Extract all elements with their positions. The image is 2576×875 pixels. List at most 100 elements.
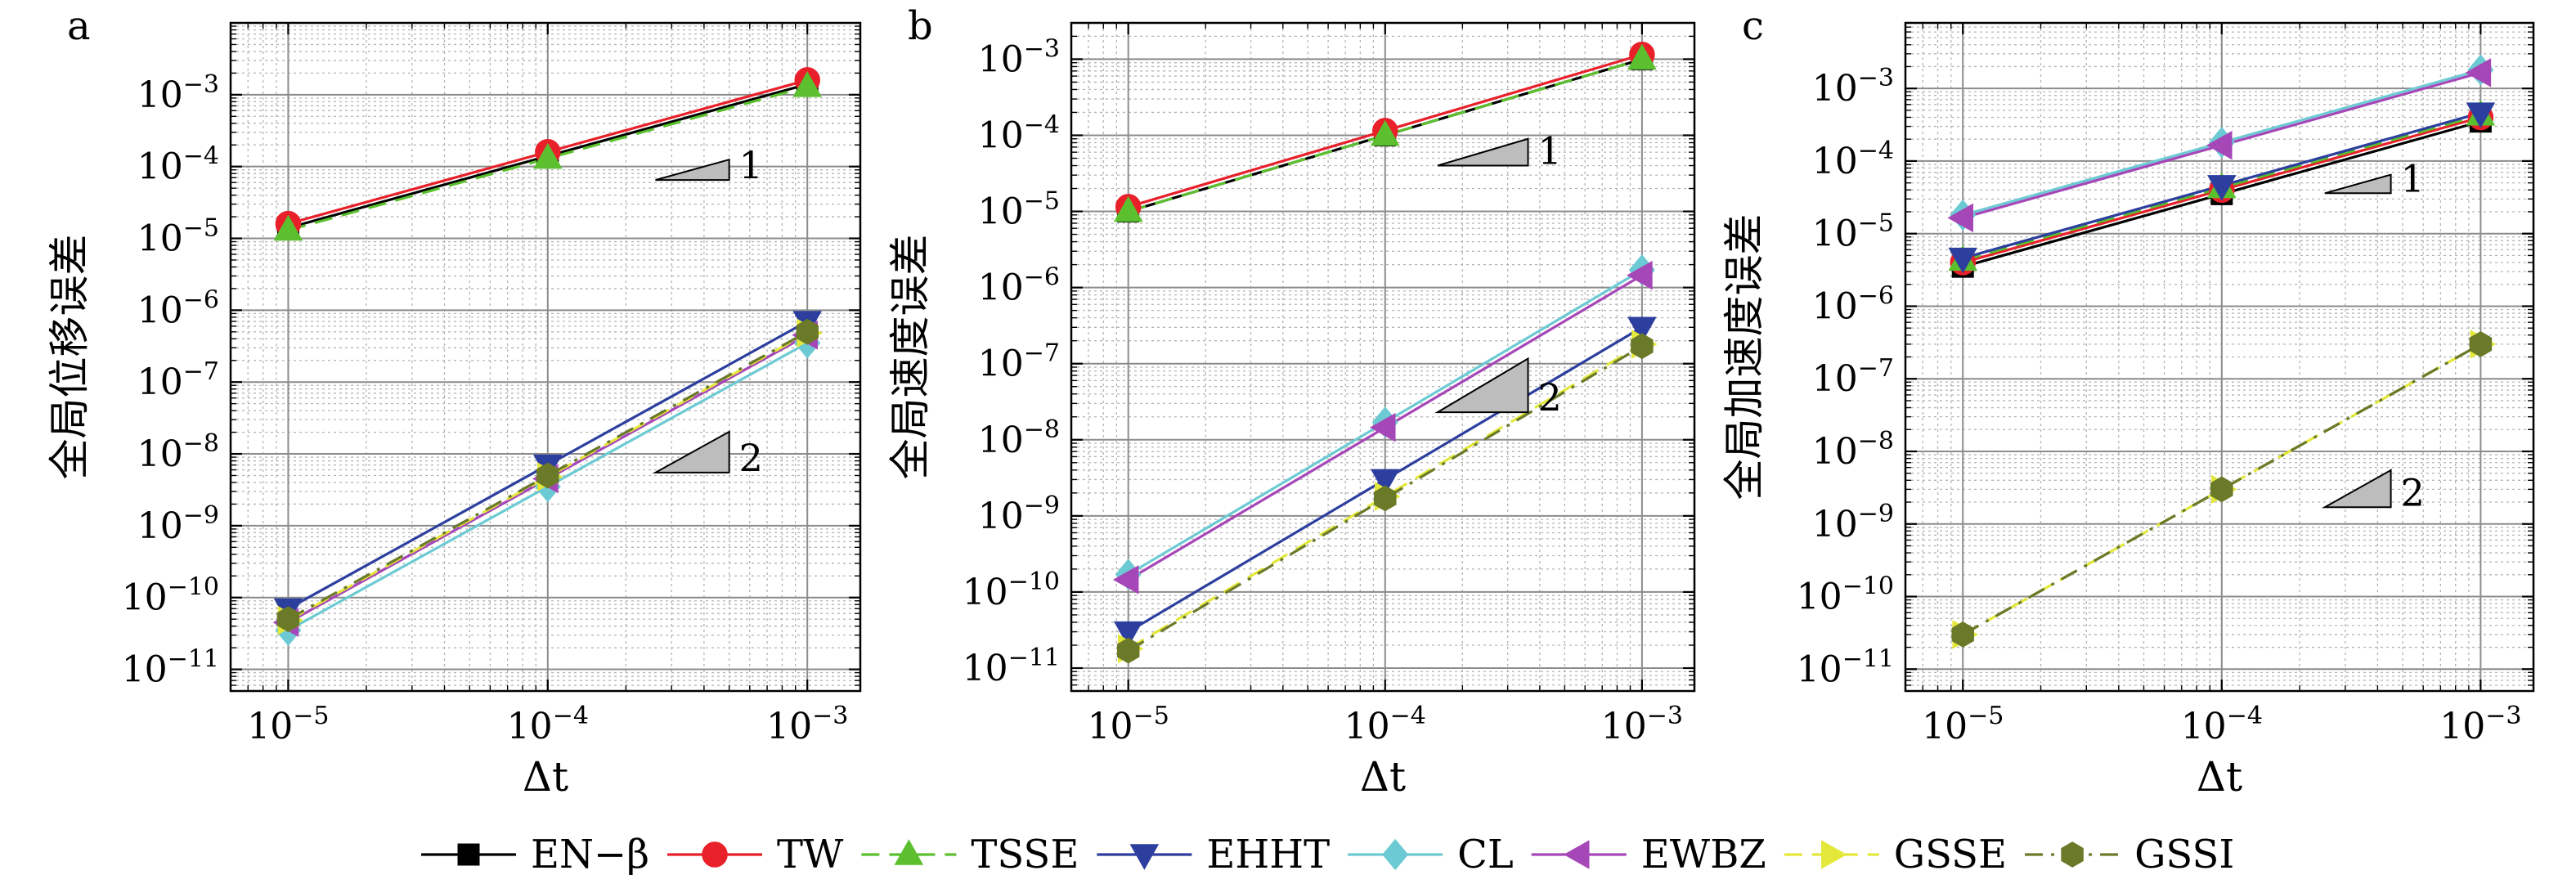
data-point-GSSI [1374, 485, 1397, 512]
x-axis-label: Δt [523, 753, 568, 801]
legend: EN−β TW TSSE EHHT CL EWBZ GSSE GSSI [421, 832, 2234, 875]
data-point-EHHT [1627, 316, 1657, 343]
grid [231, 23, 860, 691]
y-tick-label: 10−4 [1812, 137, 1894, 182]
legend-label: EN−β [531, 832, 649, 875]
series-line-TSSE [1962, 114, 2481, 262]
slope-triangle-1 [655, 158, 730, 182]
x-tick-label: 10−4 [1344, 702, 1426, 747]
data-point-EWBZ [2206, 130, 2233, 160]
legend-label: GSSE [1894, 832, 2007, 875]
legend-label: TW [777, 832, 844, 875]
y-tick-label: 10−4 [978, 110, 1060, 156]
data-point-TSSE [273, 214, 303, 241]
y-tick-label: 10−8 [137, 429, 219, 475]
slope-label: 1 [739, 143, 763, 187]
series-line-GSSI [287, 330, 808, 621]
slope-triangle-2 [652, 430, 730, 473]
legend-marker [894, 839, 924, 865]
y-tick-label: 10−11 [1797, 644, 1894, 690]
y-tick-label: 10−11 [122, 645, 219, 691]
data-point-GSSI [2469, 331, 2493, 357]
legend-label: TSSE [971, 832, 1079, 875]
data-point-EWBZ [1112, 565, 1139, 595]
data-point-GSSI [276, 606, 300, 633]
series-line-GSSE [1127, 343, 1643, 650]
y-tick-label: 10−9 [1812, 500, 1894, 545]
legend-item-GSSE: GSSE [1784, 832, 2007, 875]
panel-c: 1 2 10−11 10−10 10−9 10−8 10−7 10−6 10−5 10−4 10−3… [1721, 3, 2535, 801]
y-tick-label: 10−6 [1812, 281, 1894, 327]
panel-label: b [908, 3, 933, 49]
slope-triangle-2 [1434, 357, 1529, 414]
legend-marker [1129, 844, 1160, 870]
slope-label: 2 [739, 436, 763, 480]
legend-item-EWBZ: EWBZ [1531, 832, 1766, 875]
y-tick-label: 10−7 [978, 339, 1060, 385]
data-point-EWBZ [1627, 260, 1653, 290]
data-point-EWBZ [1947, 203, 1973, 233]
y-tick-label: 10−3 [978, 34, 1060, 80]
data-point-GSSI [796, 318, 819, 345]
y-tick-label: 10−8 [978, 415, 1060, 461]
series-line-GSSI [1127, 344, 1643, 652]
y-axis-label: 全局速度误差 [886, 235, 934, 480]
y-tick-label: 10−5 [137, 214, 219, 260]
y-tick-label: 10−6 [978, 263, 1060, 309]
axes-frame [1070, 21, 1696, 693]
y-axis-label: 全局位移误差 [46, 235, 93, 480]
y-tick-label: 10−3 [137, 70, 219, 116]
legend-marker [457, 843, 480, 866]
data-point-GSSI [536, 462, 559, 489]
y-tick-label: 10−6 [137, 285, 219, 331]
data-point-TSSE [533, 142, 563, 169]
panel-b: 1 2 10−11 10−10 10−9 10−8 10−7 10−6 10−5 10−4 10−3… [886, 3, 1696, 801]
slope-label: 2 [2401, 470, 2425, 514]
x-tick-label: 10−3 [1601, 702, 1683, 747]
legend-item-TSSE: TSSE [861, 832, 1079, 875]
y-tick-label: 10−10 [1797, 572, 1894, 618]
slope-label: 1 [2401, 156, 2425, 200]
y-tick-label: 10−3 [1812, 64, 1894, 110]
data-point-TSSE [1371, 119, 1400, 146]
legend-label: GSSI [2134, 832, 2234, 875]
grid [1905, 23, 2533, 691]
y-tick-label: 10−9 [978, 491, 1060, 537]
series-line-GSSI [1962, 343, 2482, 636]
slope-triangle-1 [2324, 173, 2392, 195]
plot-area [231, 23, 860, 691]
x-tick-label: 10−3 [766, 702, 848, 747]
data-point-EHHT [1113, 621, 1143, 648]
series-line-GSSE [287, 331, 808, 622]
axes-frame [229, 21, 862, 693]
y-tick-label: 10−9 [137, 501, 219, 547]
slope-label: 1 [1538, 129, 1562, 173]
x-axis-label: Δt [2197, 753, 2242, 801]
legend-item-GSSI: GSSI [2025, 832, 2234, 875]
legend-item-CL: CL [1348, 832, 1514, 875]
legend-marker [702, 841, 728, 868]
legend-marker [1821, 840, 1847, 869]
x-tick-label: 10−4 [507, 702, 589, 747]
data-point-EWBZ [1370, 412, 1396, 442]
y-tick-label: 10−4 [137, 142, 219, 188]
data-point-EWBZ [2465, 58, 2492, 88]
series-group [1112, 42, 1658, 664]
legend-label: CL [1457, 832, 1514, 875]
legend-marker [1382, 838, 1409, 871]
x-axis-label: Δt [1360, 753, 1406, 801]
y-tick-label: 10−10 [122, 573, 219, 619]
y-tick-label: 10−5 [1812, 209, 1894, 255]
slope-label: 2 [1538, 375, 1562, 420]
y-tick-label: 10−11 [963, 644, 1060, 689]
x-tick-label: 10−5 [1922, 702, 2004, 747]
legend-item-EHHT: EHHT [1097, 832, 1330, 875]
series-group [1947, 54, 2497, 649]
y-tick-label: 10−8 [1812, 427, 1894, 473]
data-point-GSSI [1631, 333, 1654, 360]
legend-marker [1563, 840, 1590, 869]
data-point-EHHT [1371, 469, 1400, 496]
data-point-GSSI [1951, 621, 1974, 648]
data-point-EHHT [2207, 175, 2237, 201]
